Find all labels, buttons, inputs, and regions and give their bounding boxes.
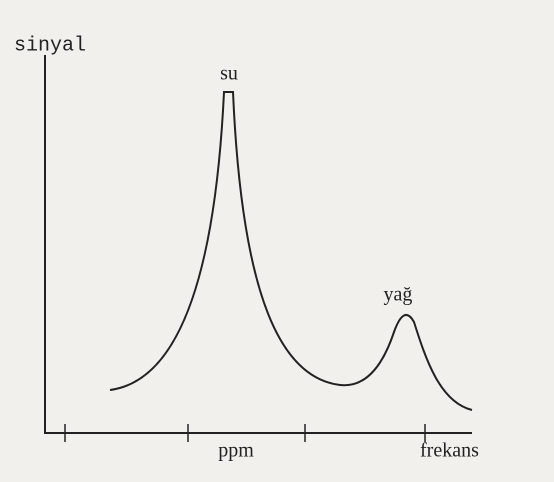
x-unit-label: ppm [218,440,254,462]
y-axis-label: sinyal [14,34,86,57]
x-axis-label: frekans [420,440,479,462]
x-ticks [64,424,426,442]
peak-label: yağ [384,284,413,306]
spectrum-curve [109,91,473,411]
peak-label: su [220,63,238,85]
